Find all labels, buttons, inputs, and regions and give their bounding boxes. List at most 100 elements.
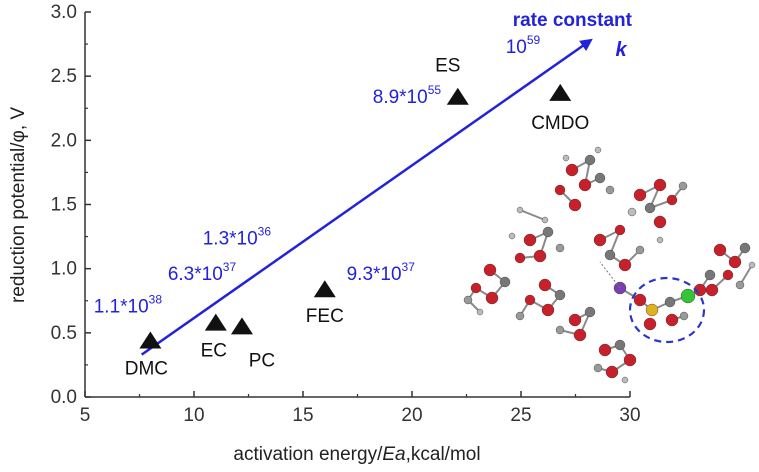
rate-constant-label: 9.3*1037 xyxy=(347,260,416,285)
molecule-atom xyxy=(605,365,619,379)
molecule-atom xyxy=(656,236,664,244)
rate-constant-label: 6.3*1037 xyxy=(168,260,237,285)
molecule-cluster-graphic xyxy=(463,146,756,384)
molecule-atom xyxy=(664,296,676,308)
y-tick-label: 2.0 xyxy=(51,130,77,151)
molecule-atom xyxy=(565,163,579,177)
ticks xyxy=(84,11,631,398)
molecule-atom xyxy=(593,363,603,373)
data-point-triangle xyxy=(139,331,162,349)
data-point-label: DMC xyxy=(125,359,168,380)
molecule-atom xyxy=(666,194,678,206)
data-point-triangle xyxy=(549,83,572,101)
molecule-atom xyxy=(555,243,565,253)
molecule-atom xyxy=(568,313,582,327)
y-tick-label: 3.0 xyxy=(51,2,77,23)
molecule-atom xyxy=(554,184,566,196)
data-point-label: CMDO xyxy=(531,113,589,134)
molecule-atom xyxy=(635,245,645,255)
molecule-atom xyxy=(516,206,524,214)
molecule-atom xyxy=(713,243,727,257)
molecule-atom xyxy=(605,185,615,195)
molecule-atom xyxy=(463,295,473,305)
y-tick-label: 0.0 xyxy=(51,387,77,408)
molecule-atom xyxy=(705,283,719,297)
molecule-atom xyxy=(748,261,756,269)
molecule-atom xyxy=(598,343,612,357)
molecule-atom xyxy=(555,325,565,335)
rate-constant-label: 8.9*1055 xyxy=(373,83,442,108)
molecule-atom xyxy=(594,172,606,184)
molecule-atom xyxy=(604,249,616,261)
molecule-atom xyxy=(562,154,570,162)
molecule-atom xyxy=(704,269,716,281)
molecule-atom xyxy=(485,291,499,305)
molecule-atom xyxy=(541,216,549,224)
rate-constant-label: 1.3*1036 xyxy=(203,224,272,249)
molecule-atom xyxy=(584,154,596,166)
molecule-atom xyxy=(568,198,582,212)
molecule-atom xyxy=(621,376,629,384)
molecule-atom xyxy=(728,255,742,269)
molecule-atom xyxy=(643,317,657,331)
molecule-atom xyxy=(573,328,587,342)
molecule-atom xyxy=(722,269,734,281)
data-point-label: FEC xyxy=(306,306,344,327)
trend-arrow xyxy=(140,38,593,356)
data-points xyxy=(139,83,572,349)
molecule-atom xyxy=(533,249,547,263)
molecule-atom xyxy=(735,280,745,290)
molecule-atom xyxy=(542,226,554,238)
molecule-atom xyxy=(524,294,536,306)
x-tick-label: 15 xyxy=(292,405,313,426)
y-tick-label: 0.5 xyxy=(51,323,77,344)
molecule-atom xyxy=(633,188,647,202)
molecule-atom xyxy=(578,178,592,192)
molecule-atom xyxy=(623,353,637,367)
molecule-atom xyxy=(644,202,656,214)
trend-arrow-symbol: k xyxy=(615,39,627,61)
data-point-label: EC xyxy=(201,341,227,362)
molecule-atom xyxy=(508,232,516,240)
x-tick-label: 5 xyxy=(80,405,91,426)
coordination-bond xyxy=(599,261,621,289)
trend-arrow-title: rate constant xyxy=(513,10,633,31)
molecule-atom xyxy=(514,252,526,264)
molecule-bond xyxy=(519,209,546,221)
molecule-atom xyxy=(633,293,647,307)
molecule-atom xyxy=(523,233,537,247)
molecule-atom xyxy=(499,276,511,288)
molecule-atom xyxy=(584,306,596,318)
y-tick-label: 1.5 xyxy=(51,195,77,216)
molecule-atom xyxy=(679,311,689,321)
x-tick-label: 10 xyxy=(183,405,204,426)
molecule-atom xyxy=(541,303,555,317)
highlight-circle xyxy=(628,276,706,344)
molecule-atom xyxy=(594,146,602,154)
point-labels: DMC EC PC FEC ES CMDO xyxy=(125,56,590,380)
molecule-atom xyxy=(627,207,637,217)
molecule-atom xyxy=(653,215,667,229)
molecule-atom xyxy=(554,289,566,301)
molecule-atom xyxy=(538,278,552,292)
molecule-atom xyxy=(678,181,688,191)
molecule-atom xyxy=(614,339,626,351)
y-tick-label: 2.5 xyxy=(51,66,77,87)
molecule-atom xyxy=(476,308,484,316)
molecule-atom xyxy=(653,178,667,192)
molecule-atom xyxy=(470,282,482,294)
x-tick-label: 25 xyxy=(510,405,531,426)
y-tick-label: 1.0 xyxy=(51,259,77,280)
data-point-triangle xyxy=(313,280,336,298)
y-axis-title: reduction potential/φ, V xyxy=(8,107,29,303)
x-tick-label: 30 xyxy=(619,405,640,426)
data-point-triangle xyxy=(230,317,253,335)
x-tick-label: 20 xyxy=(401,405,422,426)
molecule-atom xyxy=(680,288,696,304)
rate-constant-label: 1059 xyxy=(506,33,541,58)
data-point-label: ES xyxy=(435,56,460,77)
molecule-atom xyxy=(665,313,679,327)
molecule-atom xyxy=(614,224,626,236)
